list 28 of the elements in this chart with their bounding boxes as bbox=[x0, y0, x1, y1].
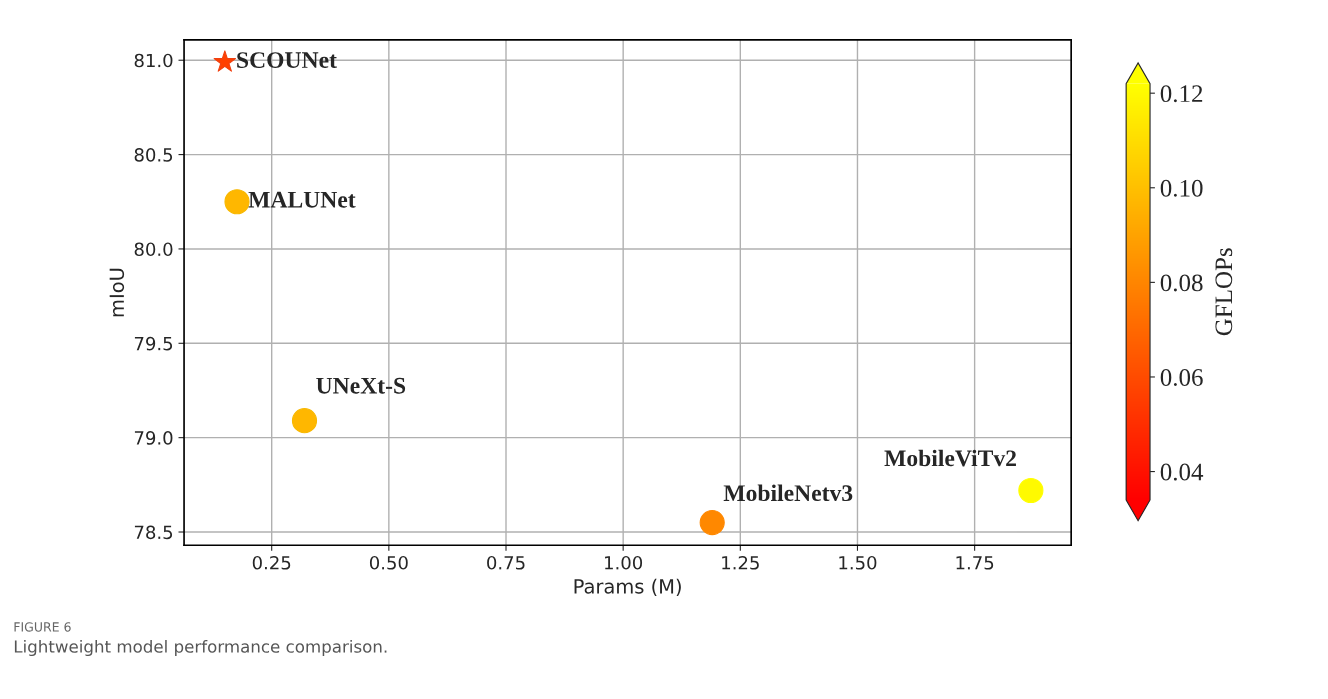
point bbox=[213, 50, 237, 72]
x-tick-label: 0.25 bbox=[252, 555, 291, 570]
annotation: MobileViTv2 bbox=[884, 449, 1016, 467]
color-bar-title: GFLOPs bbox=[1215, 248, 1233, 336]
x-tick-label: 1.75 bbox=[956, 556, 994, 570]
y-tick-label: 81.0 bbox=[134, 53, 173, 68]
y-tick-label: 79.5 bbox=[134, 336, 173, 351]
y-tick-label: 78.5 bbox=[134, 525, 173, 540]
caption: FIGURE 6 bbox=[14, 622, 71, 632]
y-tick-label: 80.0 bbox=[134, 242, 173, 257]
x-tick-label: 1.00 bbox=[605, 555, 643, 570]
x-tick-label: 0.75 bbox=[487, 555, 525, 570]
color-bar-label: 0.06 bbox=[1160, 369, 1203, 386]
color-bar-label: 0.12 bbox=[1160, 85, 1203, 103]
color-bar-label: 0.08 bbox=[1160, 274, 1203, 292]
annotation: UNeXt-S bbox=[316, 377, 406, 394]
annotation: SCOUNet bbox=[237, 52, 337, 69]
y-axis-title: mIoU bbox=[109, 268, 125, 317]
x-tick-label: 1.25 bbox=[722, 555, 759, 570]
y-tick-label: 80.5 bbox=[134, 148, 173, 162]
x-axis-title: Params (M) bbox=[574, 578, 681, 597]
y-tick-label: 79.0 bbox=[134, 431, 173, 445]
annotation: MobileNetv3 bbox=[723, 484, 853, 502]
color-bar-label: 0.10 bbox=[1160, 179, 1203, 197]
x-tick-label: 0.50 bbox=[369, 555, 408, 570]
x-tick-label: 1.50 bbox=[839, 555, 877, 570]
text: Lightweight model performance comparison. bbox=[14, 639, 387, 657]
color-bar-label: 0.04 bbox=[1160, 463, 1204, 481]
